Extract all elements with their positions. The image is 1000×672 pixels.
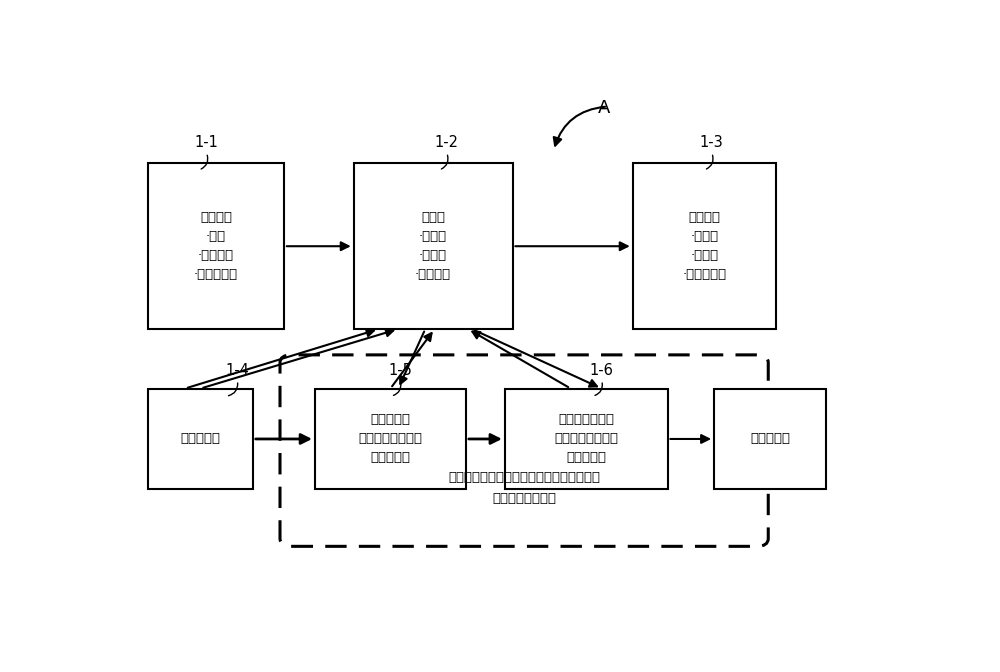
FancyBboxPatch shape <box>148 163 284 329</box>
Text: 粪便悬浮液的检查通过吸光度测定来实施，
因此实现了一体化: 粪便悬浮液的检查通过吸光度测定来实施， 因此实现了一体化 <box>448 471 600 505</box>
FancyBboxPatch shape <box>315 388 466 489</box>
Text: 1-2: 1-2 <box>435 136 459 151</box>
Text: 1-1: 1-1 <box>194 136 218 151</box>
Text: 试样吸入部: 试样吸入部 <box>181 433 221 446</box>
Text: 向外部废弃: 向外部废弃 <box>750 433 790 446</box>
FancyBboxPatch shape <box>148 388 253 489</box>
FancyBboxPatch shape <box>354 163 512 329</box>
FancyBboxPatch shape <box>280 355 768 546</box>
Text: 1-5: 1-5 <box>388 363 412 378</box>
Text: 输出装置
·打印机
·显示器
·通信端口等: 输出装置 ·打印机 ·显示器 ·通信端口等 <box>682 211 726 281</box>
FancyBboxPatch shape <box>714 388 826 489</box>
Text: 1-3: 1-3 <box>700 136 724 151</box>
Text: 采便确认部
（第一波长吸光度
　测定部）: 采便确认部 （第一波长吸光度 测定部） <box>358 413 422 464</box>
Text: 控制部
·存储部
·运算部
·输入部等: 控制部 ·存储部 ·运算部 ·输入部等 <box>415 211 451 281</box>
Text: A: A <box>598 99 610 117</box>
Text: 1-4: 1-4 <box>225 363 249 378</box>
Text: 输入装置
·键盘
·触摸面板
·通信端口等: 输入装置 ·键盘 ·触摸面板 ·通信端口等 <box>194 211 238 281</box>
Text: 1-6: 1-6 <box>590 363 614 378</box>
FancyBboxPatch shape <box>505 388 668 489</box>
FancyBboxPatch shape <box>633 163 776 329</box>
Text: 粪便潜血检查部
（第二波长吸光度
　测定部）: 粪便潜血检查部 （第二波长吸光度 测定部） <box>554 413 618 464</box>
